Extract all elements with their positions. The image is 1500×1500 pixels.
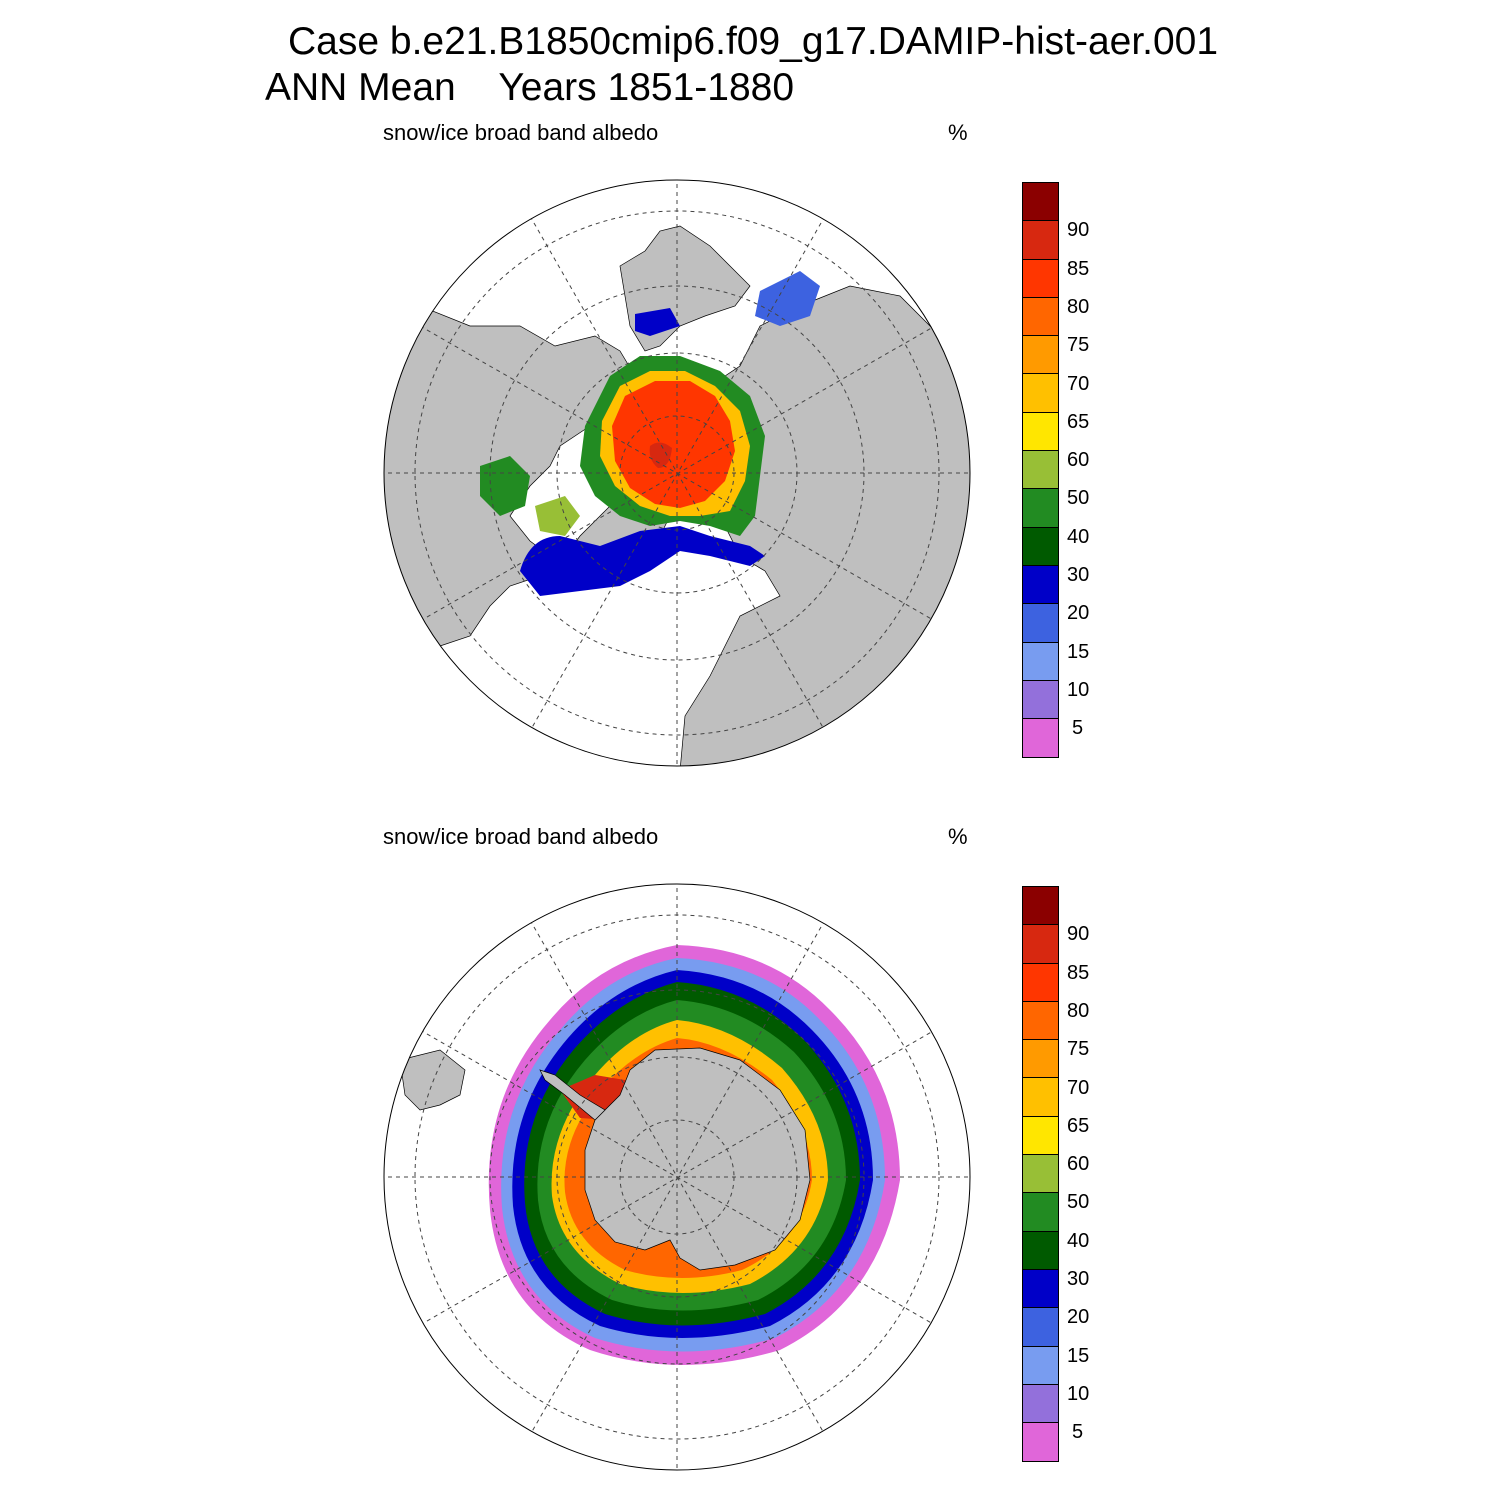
colorbar-tick-label: 10: [1067, 678, 1090, 701]
colorbar-segment: [1023, 963, 1058, 1002]
map-boundary: [383, 179, 971, 767]
colorbar-tick-label: 60: [1067, 1153, 1090, 1176]
colorbar-segment: [1023, 1001, 1058, 1041]
graticule: [384, 884, 970, 1470]
map-boundary: [383, 883, 971, 1471]
colorbar-segment: [1023, 297, 1058, 337]
colorbar-segment: [1023, 604, 1058, 643]
colorbar-tick-label: 5: [1072, 717, 1084, 740]
colorbar-segment: [1023, 412, 1058, 452]
colorbar-segment: [1023, 1040, 1058, 1079]
colorbar-south: [1022, 886, 1059, 1463]
figure-title-period: ANN Mean Years 1851-1880: [265, 66, 795, 109]
colorbar-tick-label: 85: [1067, 257, 1090, 280]
colorbar-tick-label: 80: [1067, 295, 1090, 318]
colorbar-tick-label: 5: [1072, 1421, 1084, 1444]
colorbar-segment: [1023, 451, 1058, 490]
colorbar-tick-label: 80: [1067, 999, 1090, 1022]
colorbar-tick-label: 20: [1067, 602, 1090, 625]
arctic-ice-edge-band: [520, 526, 765, 596]
panel-south-units-label: %: [948, 824, 968, 849]
antarctica-land: [584, 1047, 811, 1271]
colorbar-segment: [1023, 887, 1058, 926]
antarctic-peninsula-land: [539, 1069, 606, 1121]
colorbar-tick-label: 75: [1067, 1038, 1090, 1061]
colorbar-north: [1022, 182, 1059, 759]
colorbar-segment: [1023, 1423, 1058, 1462]
colorbar-segment: [1023, 680, 1058, 720]
colorbar-tick-label: 90: [1067, 219, 1090, 242]
colorbar-tick-label: 65: [1067, 1114, 1090, 1137]
colorbar-segment: [1023, 221, 1058, 260]
panel-north-units-label: %: [948, 120, 968, 145]
figure-title-case: Case b.e21.B1850cmip6.f09_g17.DAMIP-hist…: [288, 20, 1219, 63]
colorbar-segment: [1023, 642, 1058, 681]
colorbar-segment: [1023, 527, 1058, 566]
colorbar-segment: [1023, 1231, 1058, 1270]
colorbar-segment: [1023, 719, 1058, 758]
colorbar-tick-label: 60: [1067, 449, 1090, 472]
panel-south-variable-label: snow/ice broad band albedo: [383, 824, 659, 849]
colorbar-segment: [1023, 1346, 1058, 1385]
graticule: [384, 180, 970, 766]
arctic-core: [649, 442, 672, 468]
colorbar-tick-label: 15: [1067, 1344, 1090, 1367]
bering-sea-ice: [635, 308, 680, 336]
colorbar-segment: [1023, 1193, 1058, 1232]
okhotsk-sea-ice: [755, 271, 820, 326]
colorbar-segment: [1023, 925, 1058, 964]
colorbar-tick-label: 70: [1067, 1076, 1090, 1099]
colorbar-tick-label: 70: [1067, 372, 1090, 395]
colorbar-tick-label: 40: [1067, 525, 1090, 548]
colorbar-segment: [1023, 336, 1058, 375]
colorbar-tick-label: 90: [1067, 923, 1090, 946]
colorbar-segment: [1023, 1155, 1058, 1194]
colorbar-segment: [1023, 565, 1058, 605]
colorbar-tick-label: 15: [1067, 640, 1090, 663]
colorbar-segment: [1023, 1116, 1058, 1156]
baffin-bay-ice: [535, 496, 580, 536]
colorbar-segment: [1023, 259, 1058, 298]
colorbar-tick-label: 40: [1067, 1229, 1090, 1252]
colorbar-segment: [1023, 374, 1058, 413]
colorbar-tick-label: 20: [1067, 1306, 1090, 1329]
south-polar-map: [383, 883, 971, 1471]
colorbar-segment: [1023, 183, 1058, 222]
colorbar-tick-label: 30: [1067, 1268, 1090, 1290]
colorbar-segment: [1023, 1269, 1058, 1309]
colorbar-segment: [1023, 1078, 1058, 1117]
colorbar-tick-label: 50: [1067, 1191, 1090, 1214]
south-america-tip-land: [399, 1049, 466, 1111]
colorbar-segment: [1023, 1384, 1058, 1424]
colorbar-segment: [1023, 489, 1058, 528]
colorbar-tick-label: 50: [1067, 487, 1090, 510]
colorbar-tick-label: 65: [1067, 410, 1090, 433]
colorbar-tick-label: 10: [1067, 1382, 1090, 1405]
colorbar-tick-label: 30: [1067, 564, 1090, 586]
hudson-bay-ice: [480, 456, 530, 516]
colorbar-tick-label: 85: [1067, 961, 1090, 984]
north-polar-map: [383, 179, 971, 767]
colorbar-segment: [1023, 1308, 1058, 1347]
colorbar-tick-label: 75: [1067, 334, 1090, 357]
panel-north-variable-label: snow/ice broad band albedo: [383, 120, 659, 145]
